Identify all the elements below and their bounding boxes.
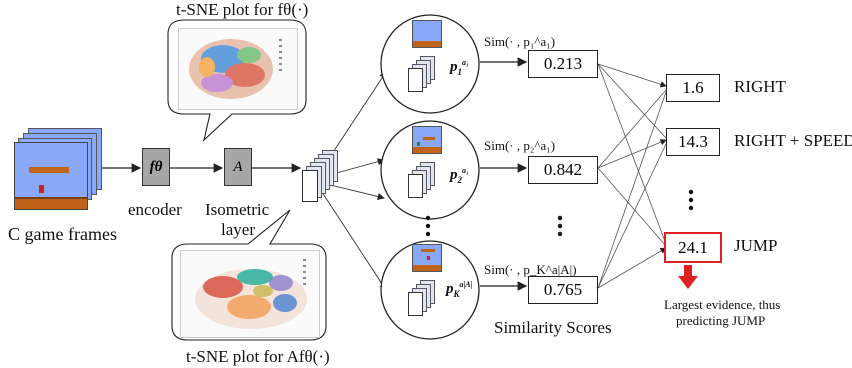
arrow-embed-to-proto-3 [317,185,387,291]
isometric-label-line2: layer [221,220,255,239]
tsne-bottom-title: t-SNE plot for Afθ(·) [186,347,330,366]
frames-label: C game frames [8,224,117,244]
tsne-top-title: t-SNE plot for fθ(·) [176,0,309,19]
game-frames-stack [14,128,104,212]
encoder-symbol: fθ [149,159,163,175]
score-box-2: 0.842 [528,156,598,184]
prototype-frame-1 [412,20,442,48]
similarity-scores-title: Similarity Scores [494,318,612,337]
prototype-label-2: p2a₁ [450,166,469,185]
score-box-3: 0.765 [528,276,598,304]
sim-label-2: Sim(· , p₂^a₁) [484,138,556,153]
game-frame-front [14,142,88,210]
score-value-3: 0.765 [543,280,583,299]
action-box-right: 1.6 [666,74,720,102]
conclusion-line-1: Largest evidence, thus [664,297,781,312]
isometric-layer-box: A [224,148,252,186]
prototype-3: pKa|A| [400,244,480,324]
prototype-frame-2 [412,126,442,154]
layer-symbol: A [233,159,243,175]
score-value-2: 0.842 [543,160,583,179]
action-value-jump: 24.1 [678,238,708,257]
ellipsis-dots [425,189,694,237]
prototype-frame-3 [412,244,442,272]
prototype-2: p2a₁ [400,126,480,206]
sim-label-1: Sim(· , p₁^a₁) [484,34,556,49]
score-to-action-lines [597,63,667,289]
action-name-right: RIGHT [734,77,786,96]
prototype-label-1: p1a₁ [450,58,469,77]
action-name-right-speed: RIGHT + SPEED [734,131,852,150]
embedding-stack [302,150,342,206]
prototype-1: p1a₁ [400,20,480,100]
tsne-bottom-plot [180,250,320,338]
prototype-label-3: pKa|A| [446,280,473,299]
red-down-arrow [678,265,698,289]
action-value-right: 1.6 [682,78,704,97]
isometric-label-line1: Isometric [205,200,270,219]
action-box-right-speed: 14.3 [666,128,720,156]
action-box-jump: 24.1 [664,232,722,263]
encoder-label: encoder [128,200,182,219]
tsne-top-plot [178,28,298,110]
action-name-jump: JUMP [734,236,778,255]
conclusion-line-2: predicting JUMP [676,313,766,328]
sim-label-3: Sim(· , p_K^a|A|) [484,262,577,277]
encoder-box: fθ [142,148,170,186]
score-box-1: 0.213 [528,50,598,78]
action-value-right-speed: 14.3 [678,132,708,151]
score-value-1: 0.213 [543,54,583,73]
